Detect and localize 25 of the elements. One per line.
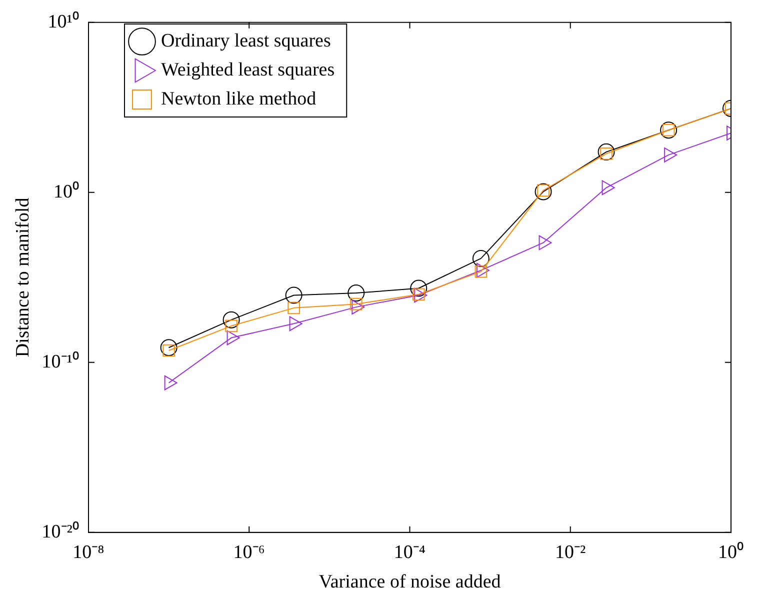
point [348,284,365,302]
y-tick-label: 10⁰ [53,180,80,202]
legend-label: Ordinary least squares [160,30,331,52]
point [598,143,615,160]
y-tick-label: 10¹⁰ [48,10,80,32]
point [285,286,302,304]
x-tick-label: 10⁻² [555,542,586,563]
legend-label: Newton like method [160,88,317,110]
point [474,265,488,278]
legend-label: Weighted least squares [160,59,335,80]
point [534,183,552,200]
x-axis-title: Variance of noise added [318,572,502,593]
x-tick-label: 10⁻⁴ [394,542,426,563]
x-tick-label: 10⁻⁸ [72,542,104,563]
y-tick-label: 10⁻¹⁰ [42,350,80,372]
point [160,339,178,356]
point [350,298,362,310]
x-tick-label: 10⁻⁶ [233,542,265,563]
x-tick-label: 10⁰ [718,540,744,563]
point [410,280,428,297]
point [472,250,490,267]
y-axis-title: Distance to manifold [12,197,34,358]
point [222,311,240,328]
point [288,302,300,314]
y-tick-label: 10⁻²⁰ [42,520,80,542]
